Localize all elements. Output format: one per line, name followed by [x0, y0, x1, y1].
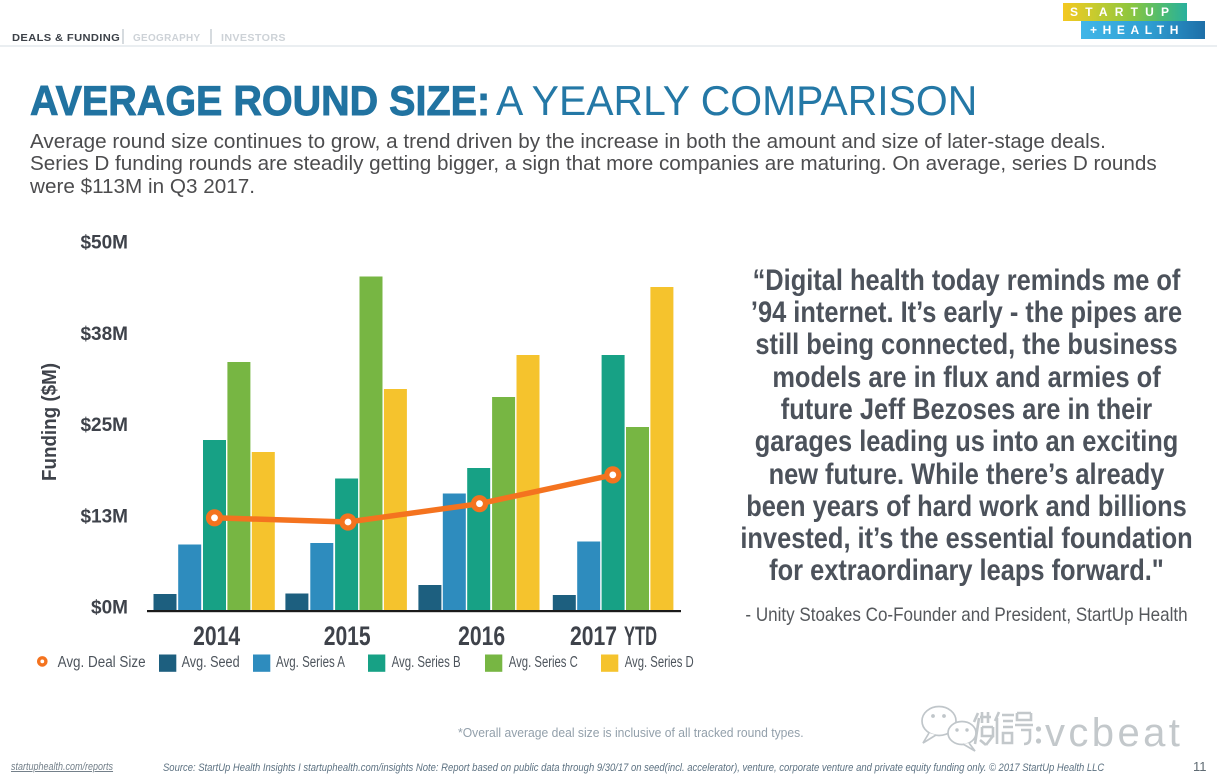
svg-text:2015: 2015	[324, 621, 371, 651]
svg-text:Avg. Series C: Avg. Series C	[509, 654, 578, 671]
svg-text:Avg. Series D: Avg. Series D	[625, 654, 694, 671]
svg-text:$38M: $38M	[80, 324, 128, 345]
svg-text:$0M: $0M	[91, 598, 128, 619]
svg-text:$13M: $13M	[80, 506, 128, 527]
svg-text:$25M: $25M	[80, 415, 128, 436]
svg-text:2014: 2014	[193, 621, 240, 651]
svg-text:YTD: YTD	[624, 621, 657, 651]
svg-text:Avg. Deal Size: Avg. Deal Size	[58, 654, 146, 671]
svg-text:Avg. Series B: Avg. Series B	[392, 654, 461, 671]
svg-text:Avg. Seed: Avg. Seed	[182, 654, 240, 671]
svg-text:Funding ($M): Funding ($M)	[39, 363, 61, 481]
svg-text:$50M: $50M	[80, 233, 128, 254]
svg-text:2017: 2017	[570, 621, 617, 651]
svg-text:Avg. Series A: Avg. Series A	[276, 654, 345, 671]
svg-text:vcbeat: vcbeat	[1045, 711, 1183, 755]
svg-text:2016: 2016	[458, 621, 505, 651]
